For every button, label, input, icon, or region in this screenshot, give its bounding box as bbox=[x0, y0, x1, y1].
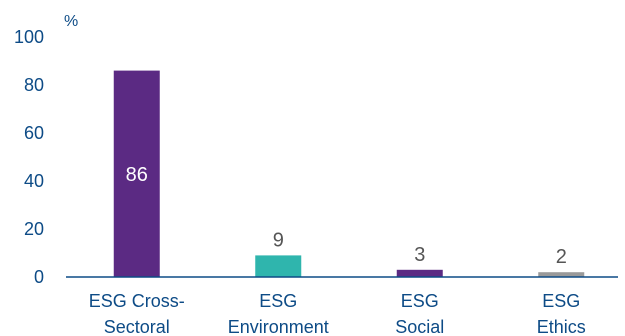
bar bbox=[113, 70, 160, 277]
y-tick-label: 20 bbox=[24, 219, 44, 239]
y-tick-label: 100 bbox=[14, 27, 44, 47]
y-tick-label: 40 bbox=[24, 171, 44, 191]
data-label: 9 bbox=[273, 229, 284, 251]
category-label-line: ESG bbox=[401, 291, 439, 311]
category-labels: ESG Cross- Sectoral ESG Environment ESG Socia… bbox=[89, 291, 586, 336]
category-label: ESG Environment bbox=[228, 291, 329, 336]
y-tick-label: 0 bbox=[34, 267, 44, 287]
category-label-line: ESG Cross- bbox=[89, 291, 185, 311]
category-label: ESG Social bbox=[395, 291, 444, 336]
bar bbox=[538, 272, 585, 277]
bar bbox=[255, 255, 302, 277]
data-labels: 86 9 3 2 bbox=[126, 164, 567, 268]
bar bbox=[396, 269, 443, 277]
data-label: 86 bbox=[126, 164, 148, 186]
category-label-line: ESG bbox=[542, 291, 580, 311]
category-label-line: Environment bbox=[228, 317, 329, 336]
category-label-line: Sectoral bbox=[104, 317, 170, 336]
data-label: 3 bbox=[414, 244, 425, 266]
category-label-line: ESG bbox=[259, 291, 297, 311]
data-label: 2 bbox=[556, 246, 567, 268]
category-label: ESG Cross- Sectoral bbox=[89, 291, 185, 336]
bars bbox=[113, 70, 585, 277]
y-axis-ticks: 0 20 40 60 80 100 bbox=[14, 27, 44, 287]
y-axis-unit-label: % bbox=[64, 13, 78, 30]
category-label: ESG Ethics bbox=[537, 291, 586, 336]
y-tick-label: 80 bbox=[24, 75, 44, 95]
category-label-line: Ethics bbox=[537, 317, 586, 336]
category-label-line: Social bbox=[395, 317, 444, 336]
y-tick-label: 60 bbox=[24, 123, 44, 143]
